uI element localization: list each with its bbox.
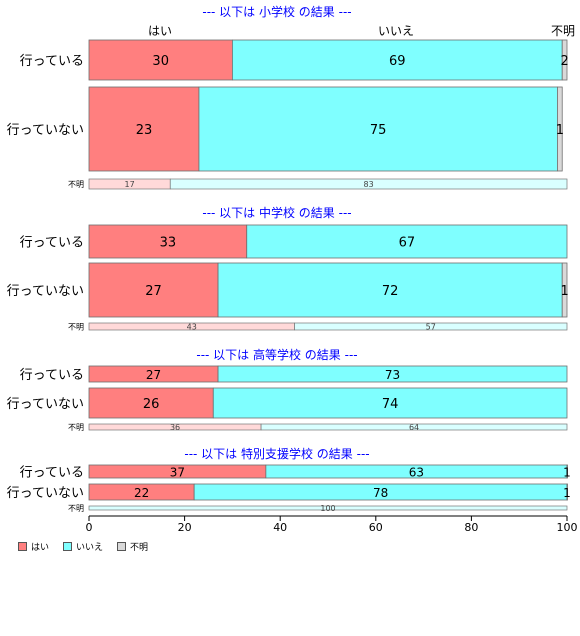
data-label-yes: 26 <box>143 397 160 412</box>
data-label-unknown: 2 <box>560 54 568 69</box>
x-tick-label: 60 <box>369 521 383 534</box>
row-label: 行っていない <box>7 486 84 501</box>
unknown-data-label-no: 64 <box>409 423 419 432</box>
data-label-yes: 37 <box>170 466 185 480</box>
unknown-row-label: 不明 <box>68 323 84 332</box>
unknown-bar-segment-no <box>260 423 568 431</box>
unknown-row-label: 不明 <box>68 423 84 432</box>
bar-segment-unknown <box>566 464 568 479</box>
data-label-no: 67 <box>399 236 416 251</box>
bar-segment-no <box>217 262 563 318</box>
panel-title-3: --- 以下は 高等学校 の結果 --- <box>196 347 357 362</box>
legend-label-yes: はい <box>31 543 50 553</box>
data-label-unknown: 1 <box>556 123 564 138</box>
column-header-unknown: 不明 <box>551 24 576 38</box>
data-label-no: 73 <box>385 368 400 382</box>
legend-item-no: いいえ <box>63 540 103 553</box>
row-label: 行っている <box>20 54 84 69</box>
x-tick-label: 20 <box>178 521 192 534</box>
data-label-no: 74 <box>382 397 399 412</box>
x-tick-label: 80 <box>464 521 478 534</box>
data-label-yes: 27 <box>145 284 162 299</box>
row-label: 行っている <box>20 466 84 481</box>
row-label: 行っていない <box>7 123 84 138</box>
legend-swatch-unknown <box>117 542 127 551</box>
data-label-no: 69 <box>389 54 406 69</box>
legend-swatch-yes <box>18 542 27 551</box>
unknown-bar-segment-no <box>169 178 568 190</box>
bar-segment-unknown <box>561 39 568 81</box>
row-label: 行っている <box>20 368 84 383</box>
column-header-yes: はい <box>148 24 173 38</box>
unknown-data-label-yes: 36 <box>170 423 180 432</box>
data-label-no: 72 <box>382 284 399 299</box>
bar-segment-yes <box>88 39 233 81</box>
x-tick-label: 0 <box>86 521 93 534</box>
legend-label-unknown: 不明 <box>130 543 149 553</box>
legend-item-yes: はい <box>18 540 49 553</box>
unknown-row-label: 不明 <box>68 504 84 513</box>
bar-segment-no <box>212 387 568 419</box>
data-label-yes: 22 <box>134 486 149 500</box>
data-label-unknown: 1 <box>563 466 571 480</box>
column-header-no: いいえ <box>378 24 415 38</box>
data-label-no: 75 <box>370 123 387 138</box>
bar-segment-yes <box>88 86 200 172</box>
data-label-yes: 33 <box>160 236 177 251</box>
data-label-no: 78 <box>373 486 388 500</box>
legend-label-no: いいえ <box>76 543 104 553</box>
unknown-bar-segment-no <box>88 505 568 511</box>
legend-item-unknown: 不明 <box>117 540 148 553</box>
unknown-data-label-no: 83 <box>364 180 374 189</box>
data-label-unknown: 1 <box>560 284 568 299</box>
panel-title-4: --- 以下は 特別支援学校 の結果 --- <box>184 446 369 461</box>
bar-segment-yes <box>88 262 219 318</box>
unknown-data-label-no: 57 <box>426 323 436 332</box>
row-label: 行っていない <box>7 397 84 412</box>
data-label-yes: 27 <box>146 368 161 382</box>
bar-segment-yes <box>88 224 248 259</box>
unknown-data-label-no: 100 <box>320 504 335 513</box>
bar-segment-no <box>231 39 563 81</box>
panel-title-2: --- 以下は 中学校 の結果 --- <box>202 205 351 220</box>
row-label: 行っている <box>20 236 84 251</box>
legend: はい いいえ 不明 <box>18 540 148 553</box>
x-tick-label: 40 <box>273 521 287 534</box>
data-label-yes: 23 <box>136 123 153 138</box>
bar-segment-no <box>198 86 558 172</box>
data-label-no: 63 <box>409 466 424 480</box>
row-label: 行っていない <box>7 284 84 299</box>
bar-segment-unknown <box>566 483 568 501</box>
bar-segment-no <box>246 224 568 259</box>
bar-segment-unknown <box>561 262 568 318</box>
x-tick-label: 100 <box>557 521 578 534</box>
unknown-data-label-yes: 17 <box>125 180 135 189</box>
unknown-row-label: 不明 <box>68 180 84 189</box>
bar-segment-no <box>217 365 568 383</box>
unknown-bar-segment-no <box>294 322 568 331</box>
bar-segment-unknown <box>557 86 563 172</box>
panel-title-1: --- 以下は 小学校 の結果 --- <box>202 4 351 19</box>
unknown-data-label-yes: 43 <box>187 323 197 332</box>
legend-swatch-no <box>63 542 73 551</box>
data-label-yes: 30 <box>152 54 169 69</box>
data-label-unknown: 1 <box>563 486 571 500</box>
